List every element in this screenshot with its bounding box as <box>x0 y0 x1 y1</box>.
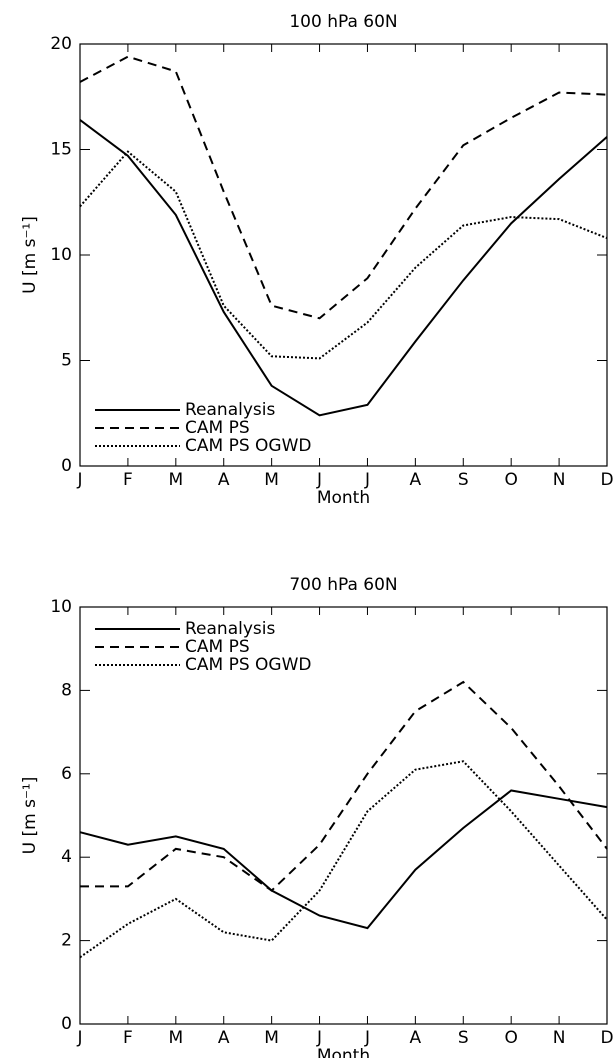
data-line <box>79 55 608 320</box>
x-tick-label: A <box>218 1028 230 1048</box>
y-tick-label: 8 <box>61 680 72 700</box>
x-tick-label: J <box>76 1028 82 1048</box>
x-tick-label: M <box>168 1028 183 1048</box>
legend-label: CAM PS OGWD <box>185 436 311 456</box>
y-tick-label: 2 <box>61 931 72 951</box>
x-tick-label: J <box>316 470 322 490</box>
x-tick-label: O <box>504 470 517 490</box>
x-tick-label: F <box>123 470 133 490</box>
data-line <box>79 760 608 959</box>
plot-frame <box>79 43 608 467</box>
x-tick-label: S <box>458 1028 469 1048</box>
x-tick-label: J <box>76 470 82 490</box>
y-axis-label: U [m s⁻¹] <box>20 777 40 855</box>
x-tick-label: M <box>264 470 279 490</box>
data-line <box>79 789 608 930</box>
x-tick-label: N <box>553 470 566 490</box>
chart-title: 100 hPa 60N <box>289 12 397 32</box>
x-tick-label: F <box>123 1028 133 1048</box>
y-tick-label: 20 <box>50 34 72 54</box>
x-tick-label: A <box>410 470 422 490</box>
plot-frame <box>79 606 608 1025</box>
x-axis-label: Month <box>317 488 370 508</box>
y-axis-label: U [m s⁻¹] <box>20 216 40 294</box>
x-tick-label: J <box>316 1028 322 1048</box>
data-line <box>79 150 608 360</box>
x-tick-label: S <box>458 470 469 490</box>
y-tick-label: 6 <box>61 764 72 784</box>
x-axis-label: Month <box>317 1046 370 1058</box>
x-tick-label: M <box>264 1028 279 1048</box>
y-tick-label: 5 <box>61 351 72 371</box>
x-tick-label: A <box>218 470 230 490</box>
y-tick-label: 10 <box>50 245 72 265</box>
x-tick-label: M <box>168 470 183 490</box>
data-line <box>80 680 608 892</box>
x-tick-label: N <box>553 1028 566 1048</box>
y-tick-label: 0 <box>61 1014 72 1034</box>
chart-title: 700 hPa 60N <box>289 575 397 595</box>
y-tick-label: 0 <box>61 456 72 476</box>
x-tick-label: J <box>364 1028 370 1048</box>
legend-label: CAM PS OGWD <box>185 655 311 675</box>
x-tick-label: A <box>410 1028 422 1048</box>
legend-label: CAM PS <box>185 418 250 438</box>
legend-label: Reanalysis <box>185 400 275 420</box>
data-line <box>79 119 608 417</box>
x-tick-label: D <box>600 1028 613 1048</box>
x-tick-label: O <box>504 1028 517 1048</box>
legend-label: CAM PS <box>185 637 250 657</box>
legend-label: Reanalysis <box>185 619 275 639</box>
y-tick-label: 10 <box>50 597 72 617</box>
x-tick-label: J <box>364 470 370 490</box>
x-tick-label: D <box>600 470 613 490</box>
y-tick-label: 4 <box>61 847 72 867</box>
y-tick-label: 15 <box>50 140 72 160</box>
